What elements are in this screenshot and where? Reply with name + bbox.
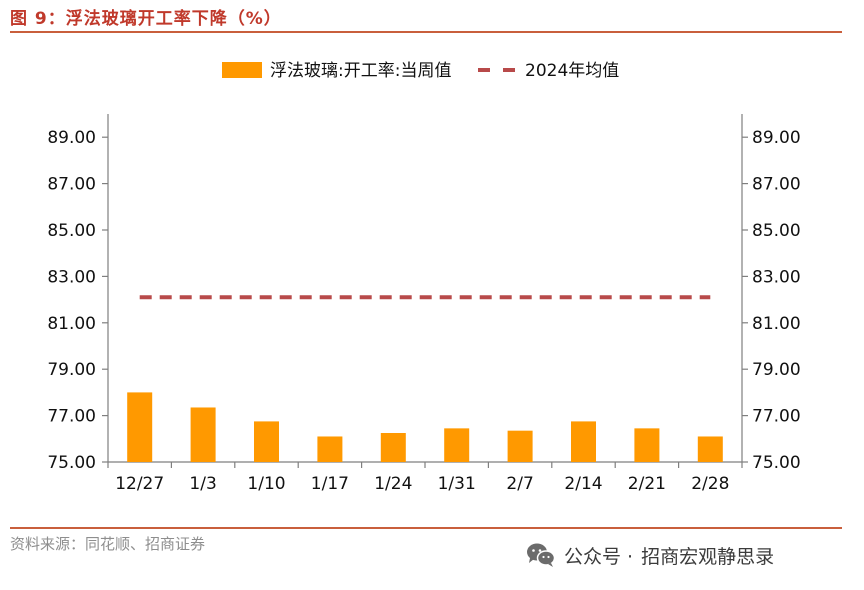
x-tick-label: 2/14 (564, 474, 602, 494)
bar (380, 433, 406, 462)
wechat-icon (527, 543, 556, 567)
y-tick-label-right: 83.00 (752, 267, 801, 287)
legend-swatch-bar (222, 62, 262, 78)
y-tick-label-left: 89.00 (47, 128, 96, 148)
bar (634, 428, 660, 462)
x-tick-label: 1/31 (438, 474, 476, 494)
source-note: 资料来源：同花顺、招商证券 (10, 535, 206, 553)
x-tick-label: 1/10 (247, 474, 285, 494)
figure-title: 图 9：浮法玻璃开工率下降（%） (10, 9, 282, 29)
y-tick-label-left: 75.00 (47, 453, 96, 473)
y-tick-label-left: 87.00 (47, 175, 96, 195)
x-tick-label: 1/24 (374, 474, 412, 494)
bar (190, 407, 216, 462)
y-tick-label-left: 85.00 (47, 221, 96, 241)
watermark: 公众号 · 招商宏观静思录 (526, 540, 774, 570)
bar (317, 436, 343, 462)
bar (254, 421, 279, 462)
bar (444, 428, 470, 462)
legend-label-line: 2024年均值 (525, 61, 619, 81)
x-tick-label: 1/3 (189, 474, 216, 494)
watermark-separator: 公众号 · (564, 545, 634, 568)
y-tick-label-right: 89.00 (752, 128, 801, 148)
y-tick-label-right: 75.00 (752, 453, 801, 473)
bar (697, 436, 723, 462)
y-tick-label-left: 83.00 (47, 267, 96, 287)
y-tick-label-right: 77.00 (752, 407, 801, 427)
title-rule (10, 31, 842, 33)
watermark-name: 招商宏观静思录 (641, 545, 775, 568)
chart: 89.00 87.00 85.00 83.00 81.00 79.00 77.00 75.00… (47, 61, 801, 494)
x-tick-label: 2/28 (691, 474, 729, 494)
bar (571, 421, 596, 462)
x-tick-label: 2/7 (506, 474, 533, 494)
y-tick-label-right: 81.00 (752, 314, 801, 334)
y-tick-label-right: 87.00 (752, 175, 801, 195)
bar (507, 430, 533, 462)
y-tick-label-left: 77.00 (47, 407, 96, 427)
y-tick-label-right: 79.00 (752, 360, 801, 380)
legend-label-bar: 浮法玻璃:开工率:当周值 (270, 61, 451, 81)
x-tick-label: 2/21 (628, 474, 666, 494)
x-tick-label: 12/27 (115, 474, 164, 494)
y-tick-label-left: 79.00 (47, 360, 96, 380)
x-tick-label: 1/17 (311, 474, 349, 494)
y-tick-label-left: 81.00 (47, 314, 96, 334)
y-tick-label-right: 85.00 (752, 221, 801, 241)
bar (127, 392, 153, 462)
bottom-rule (10, 527, 842, 529)
